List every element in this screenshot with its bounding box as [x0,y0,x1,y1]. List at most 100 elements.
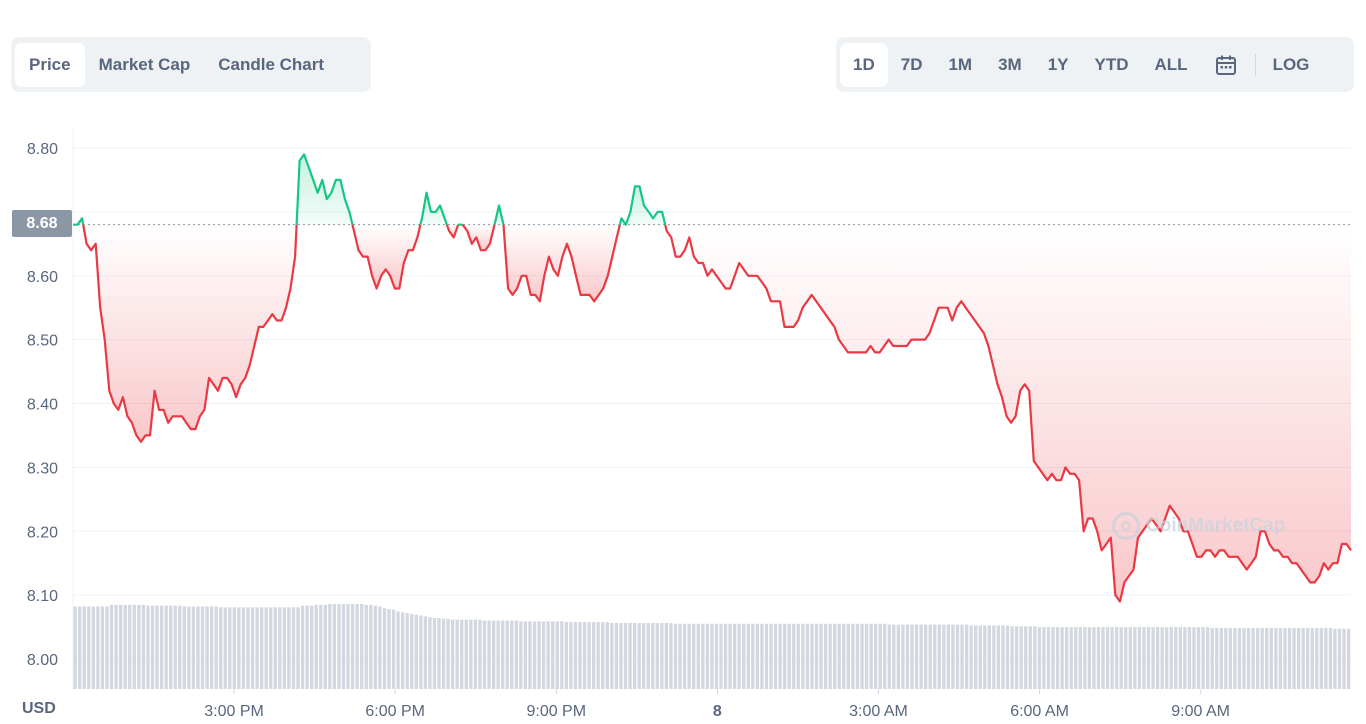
volume-bar [992,625,996,689]
volume-bar [928,624,932,689]
volume-bar [996,625,1001,689]
y-tick-label: 8.20 [27,524,58,541]
coinmarketcap-logo-icon [1112,512,1140,540]
volume-bar [223,607,227,689]
volume-bar [491,620,496,689]
volume-bar [960,624,964,689]
volume-bar [1215,627,1219,689]
range-ytd-button[interactable]: YTD [1094,54,1129,74]
volume-bar [205,606,209,689]
volume-bar [396,611,400,689]
volume-bar [100,606,105,689]
volume-bar [796,623,800,689]
volume-bar [773,623,778,689]
volume-bar [601,622,605,689]
volume-bar [1210,627,1214,689]
volume-bar [1255,627,1260,689]
volume-bar [1037,627,1042,689]
volume-bar [919,624,923,689]
volume-bar [473,619,478,689]
price-area-down [462,224,495,251]
volume-bar [487,620,491,689]
volume-bar [678,623,682,689]
volume-bar [319,604,323,689]
volume-bar [1269,627,1273,689]
volume-bar [1342,628,1346,689]
range-all-button[interactable]: ALL [1154,54,1188,74]
volume-bar [1192,627,1196,689]
volume-bar [551,621,555,689]
volume-bar [828,623,832,689]
volume-bar [232,607,237,689]
volume-bar [1155,627,1160,689]
volume-bar [1346,628,1351,689]
volume-bar [155,605,159,689]
volume-bar [309,605,314,689]
volume-bar [300,605,305,689]
log-scale-button[interactable]: LOG [1272,54,1310,74]
volume-bar [892,624,896,689]
volume-bar [1001,625,1005,689]
volume-bar [1064,627,1069,689]
range-7d-button[interactable]: 7D [900,54,923,74]
price-line-down [461,224,496,252]
volume-bar [805,623,810,689]
volume-bar [546,621,550,689]
tab-candle-chart[interactable]: Candle Chart [218,54,325,74]
calendar-icon[interactable] [1201,43,1251,87]
watermark-text: CoinMarketCap [1146,515,1286,536]
volume-bar [109,604,114,689]
volume-bar [87,606,91,689]
volume-bar [82,606,86,689]
x-tick-label: 9:00 PM [526,703,586,720]
range-1d-button[interactable]: 1D [840,42,888,87]
range-1y-button[interactable]: 1Y [1047,54,1069,74]
volume-bar [1319,627,1324,689]
volume-bar [196,606,200,689]
volume-bar [519,621,523,689]
volume-bar [514,620,519,689]
price-line-up [295,153,354,225]
volume-bar [1296,627,1301,689]
volume-bar [655,622,659,689]
volume-bar [1028,626,1032,689]
x-tick-label: 9:00 AM [1171,703,1230,720]
price-area-down [665,224,1351,602]
volume-bar [646,622,650,689]
volume-bar [137,604,141,689]
volume-bar [555,621,559,689]
volume-bar [1315,627,1319,689]
tab-market-cap[interactable]: Market Cap [98,54,191,74]
volume-bar [1160,627,1164,689]
volume-bar [623,622,628,689]
tab-price[interactable]: Price [15,42,85,87]
price-line [73,153,1352,603]
volume-bar [1283,627,1287,689]
volume-bar [664,622,669,689]
x-tick-label: 3:00 AM [849,703,908,720]
calendar-icon-graphic [1215,55,1236,75]
volume-bar [114,604,118,689]
volume-bar [896,624,901,689]
range-3m-button[interactable]: 3M [998,54,1022,74]
price-area-down [83,224,297,442]
volume-bar [314,604,318,689]
volume-bar [537,621,541,689]
volume-bar [1069,627,1073,689]
volume-bar [1237,627,1242,689]
volume-bar [978,625,982,689]
volume-bar [964,624,969,689]
y-tick-label: 8.10 [27,588,58,605]
volume-bar [1174,627,1178,689]
volume-bar [1146,627,1151,689]
range-1m-button[interactable]: 1M [948,54,973,74]
volume-bar [91,606,96,689]
price-area-down [446,224,459,238]
volume-bar [510,620,514,689]
volume-bar [523,621,528,689]
price-line-up [493,204,505,225]
volume-bar [1142,627,1146,689]
volume-bar [1128,627,1132,689]
volume-bar [819,623,823,689]
volume-bar [1292,627,1296,689]
